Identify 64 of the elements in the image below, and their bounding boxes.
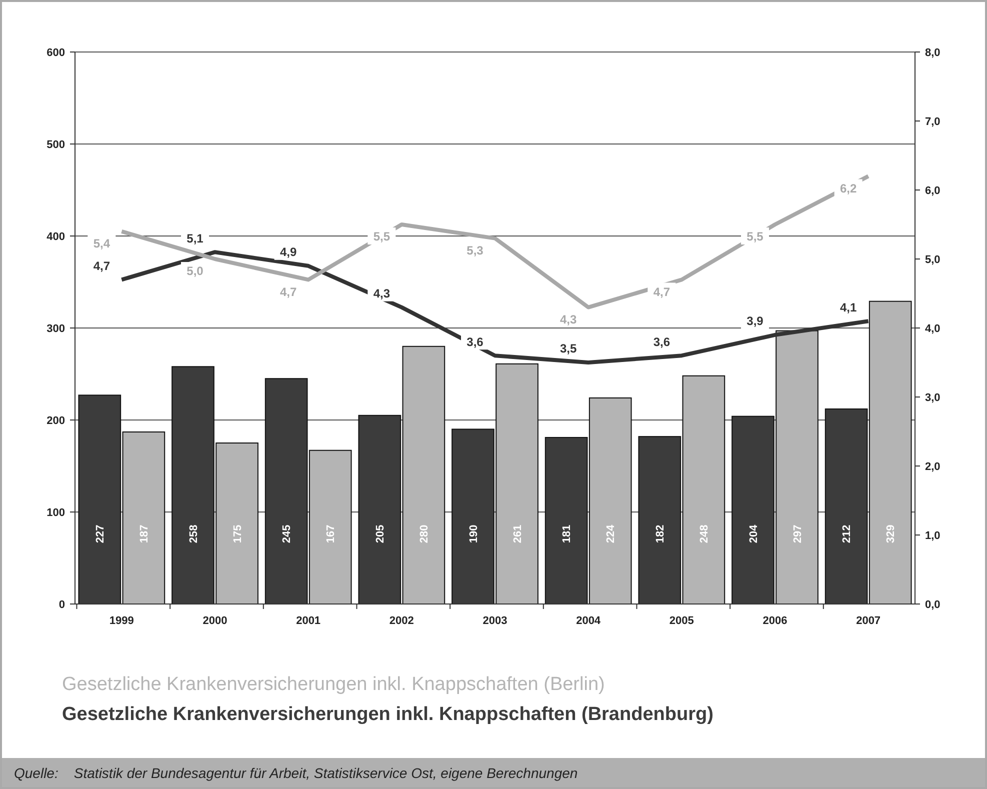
y2-tick-label: 6,0 [925,184,940,197]
y-tick-label: 200 [46,414,65,427]
data-label: 224 [605,524,618,544]
x-tick-label: 2005 [669,615,694,627]
y-tick-label: 400 [46,230,65,243]
data-label: 245 [281,524,294,544]
data-label: 258 [188,524,200,544]
data-label: 280 [418,524,431,544]
data-label: 190 [468,524,480,544]
data-label: 297 [792,524,804,544]
y2-tick-label: 4,0 [925,322,940,335]
data-label: 3,6 [653,334,670,349]
data-label: 175 [232,524,244,544]
y2-tick-label: 3,0 [925,392,940,404]
data-label: 3,6 [466,334,484,349]
data-label: 4,9 [280,245,297,260]
data-label: 5,5 [746,230,764,244]
data-label: 181 [561,524,574,544]
y2-tick-label: 1,0 [925,530,940,542]
data-label: 261 [512,524,524,544]
data-label: 4,7 [280,284,297,299]
data-label: 205 [374,524,386,544]
data-label: 5,3 [466,244,484,258]
data-label: 5,1 [186,231,204,246]
data-label: 212 [841,524,854,544]
data-label: 4,3 [560,312,577,326]
data-label: 5,4 [93,236,110,251]
data-label: 5,5 [373,230,390,244]
x-tick-label: 2001 [296,615,321,627]
y-tick-label: 0 [58,598,65,611]
data-label: 3,5 [560,342,577,356]
data-label: 4,7 [653,284,670,299]
data-label: 6,2 [840,181,857,196]
y2-tick-label: 7,0 [925,116,940,128]
y-tick-label: 100 [46,506,65,519]
data-label: 3,9 [746,314,764,328]
data-label: 167 [325,524,338,544]
y-tick-label: 300 [46,322,65,335]
data-label: 4,3 [373,286,390,300]
y-tick-label: 600 [46,46,65,59]
y2-tick-label: 2,0 [925,460,940,473]
data-label: 4,1 [840,300,857,314]
data-label: 329 [885,524,898,544]
x-tick-label: 2003 [482,615,508,627]
x-tick-label: 1999 [109,615,134,627]
y2-tick-label: 5,0 [925,254,940,266]
text: Gesetzliche Krankenversicherungen inkl. Knappschaften (Berlin) [62,674,605,695]
data-label: 187 [138,524,151,544]
x-tick-label: 2000 [202,615,228,627]
data-label: 248 [698,524,711,544]
data-label: 5,0 [186,264,204,278]
source-note: Quelle: Statistik der Bundesagentur für Arbeit, Statistikservice Ost, eigene Berechnungen [14,765,578,781]
data-label: 227 [94,524,106,544]
data-label: 204 [748,524,760,544]
y2-tick-label: 0,0 [925,598,940,611]
x-tick-label: 2007 [856,615,881,627]
data-label: 4,7 [93,258,110,273]
text: Gesetzliche Krankenversicherungen inkl. Knappschaften (Brandenburg) [62,704,714,725]
x-tick-label: 2004 [576,615,602,627]
x-tick-label: 2002 [389,615,414,627]
y2-tick-label: 8,0 [925,46,940,59]
x-tick-label: 2006 [762,615,788,627]
y-tick-label: 500 [46,138,65,151]
data-label: 182 [654,524,666,544]
